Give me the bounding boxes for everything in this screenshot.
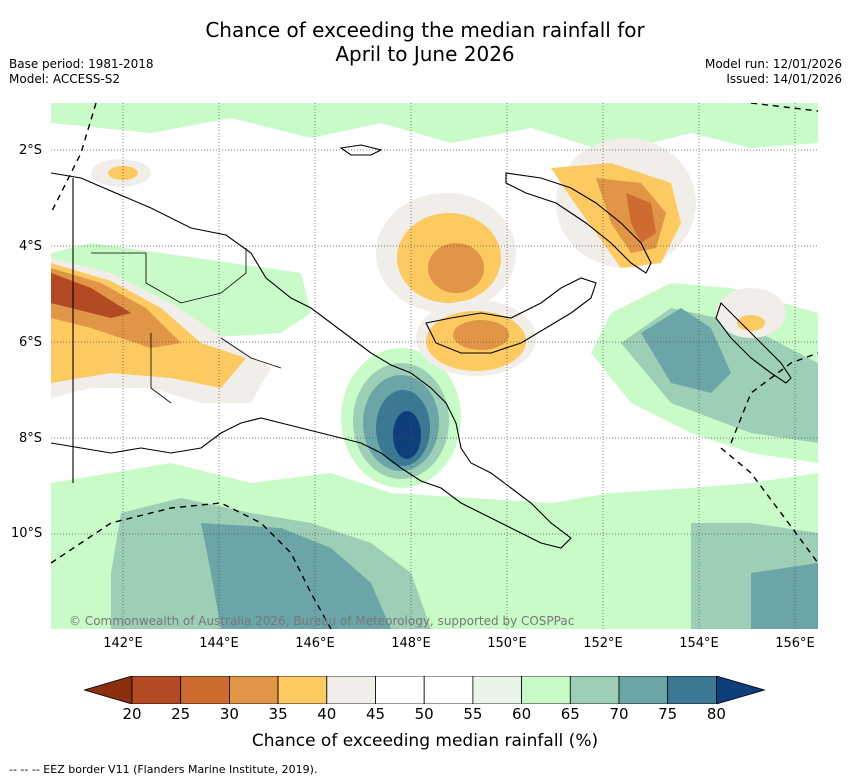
title-line-2: April to June 2026 (335, 42, 515, 66)
eez-border-east (730, 352, 818, 444)
eez-border-south-west (51, 502, 332, 629)
coastlines (51, 144, 792, 549)
colorbar-segment-70-75 (618, 676, 669, 704)
lon-label-146e: 146°E (295, 636, 335, 651)
issued-date: Issued: 14/01/2026 (726, 72, 842, 86)
lon-label-148e: 148°E (391, 636, 431, 651)
colorbar-segment-25-30 (180, 676, 230, 704)
new-guinea-coast (51, 172, 572, 549)
wet-zone-se-core (751, 563, 818, 629)
lat-label-8s: 8°S (19, 431, 43, 446)
colorbar-tick-45: 45 (365, 705, 386, 723)
colorbar-tick-25: 25 (171, 705, 191, 723)
eez-borders (51, 103, 818, 629)
colorbar-segment-75-80 (667, 676, 717, 704)
lat-label-2s: 2°S (19, 143, 43, 158)
dry-east-core (626, 193, 656, 243)
admiralty-islands-coast (339, 144, 383, 156)
colorbar-segment-30-35 (228, 676, 279, 704)
colorbar-label: Chance of exceeding median rainfall (%) (251, 731, 599, 751)
wet-shading (51, 103, 818, 629)
colorbar-extend-high (716, 676, 766, 704)
lat-label-6s: 6°S (19, 335, 43, 350)
wet-centre-core (393, 411, 421, 459)
eez-border-north-east (750, 103, 818, 112)
colorbar-segment-40-45 (326, 676, 376, 704)
meta-right: Model run: 12/01/2026 Issued: 14/01/2026 (705, 57, 842, 87)
lat-label-4s: 4°S (19, 239, 43, 254)
lon-label-150e: 150°E (487, 636, 527, 651)
colorbar-segment-45-50 (375, 676, 425, 704)
colorbar-tick-40: 40 (317, 705, 337, 723)
copyright-notice: © Commonwealth of Australia 2026, Bureau… (69, 614, 575, 628)
wet-zone-south-core (201, 523, 391, 629)
colorbar-tick-65: 65 (560, 705, 580, 723)
colorbar-extend-low (84, 676, 133, 704)
colorbar-segment-60-65 (521, 676, 571, 704)
colorbar-tick-80: 80 (706, 705, 726, 723)
dry-zone-west-core (51, 273, 131, 318)
lon-label-144e: 144°E (199, 636, 239, 651)
colorbar-segment-50-55 (423, 676, 474, 704)
eez-border-north-west (51, 103, 97, 214)
map-title: Chance of exceeding the median rainfall … (0, 18, 850, 66)
lon-label-152e: 152°E (583, 636, 623, 651)
colorbar-tick-75: 75 (658, 705, 678, 723)
colorbar-tick-30: 30 (219, 705, 239, 723)
colorbar-tick-60: 60 (512, 705, 532, 723)
colorbar-tick-20: 20 (122, 705, 142, 723)
colorbar (84, 676, 766, 704)
graticule (51, 103, 818, 629)
colorbar-segment-65-70 (569, 676, 620, 704)
colorbar-segment-20-25 (131, 676, 182, 704)
eez-footnote: -- -- -- EEZ border V11 (Flanders Marine… (9, 763, 318, 776)
new-britain-coast (425, 277, 597, 354)
dry-centre-south-core (453, 320, 509, 350)
colorbar-segment-55-60 (472, 676, 522, 704)
bougainville-coast (715, 301, 792, 384)
lat-label-10s: 10°S (11, 526, 43, 541)
colorbar-tick-70: 70 (609, 705, 629, 723)
base-period: Base period: 1981-2018 (9, 57, 154, 71)
colorbar-segment-35-40 (277, 676, 328, 704)
dry-centre-north-core (428, 243, 484, 293)
model-run: Model run: 12/01/2026 (704, 57, 842, 71)
meta-left: Base period: 1981-2018 Model: ACCESS-S2 (9, 57, 154, 87)
wet-zone-east-core (641, 308, 731, 393)
map-canvas (51, 103, 818, 629)
new-ireland-coast (505, 172, 652, 274)
colorbar-tick-35: 35 (268, 705, 288, 723)
colorbar-tick-50: 50 (414, 705, 434, 723)
model-name: Model: ACCESS-S2 (9, 72, 121, 86)
lon-label-154e: 154°E (679, 636, 719, 651)
colorbar-tick-55: 55 (463, 705, 483, 723)
province-borders (91, 248, 282, 404)
rainfall-map: © Commonwealth of Australia 2026, Bureau… (51, 103, 818, 629)
dry-patch-far-east (716, 288, 786, 338)
lon-label-156e: 156°E (775, 636, 815, 651)
lon-label-142e: 142°E (103, 636, 143, 651)
title-line-1: Chance of exceeding the median rainfall … (205, 18, 645, 42)
wet-zone-north (51, 103, 818, 153)
dry-patch-far-east-core (737, 315, 765, 331)
colorbar-segments (84, 676, 766, 704)
